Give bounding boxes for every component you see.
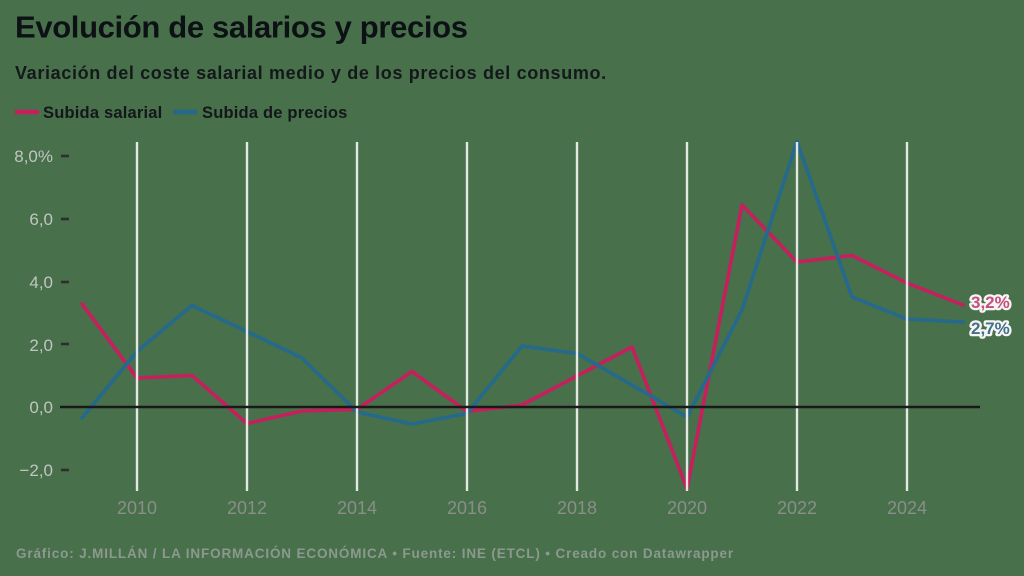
svg-text:0,0: 0,0	[29, 398, 53, 417]
svg-text:2020: 2020	[667, 498, 707, 518]
svg-text:−2,0: −2,0	[19, 461, 53, 480]
svg-text:2,0: 2,0	[29, 336, 53, 355]
svg-text:2012: 2012	[227, 498, 267, 518]
svg-text:2014: 2014	[337, 498, 377, 518]
svg-text:6,0: 6,0	[29, 210, 53, 229]
svg-text:Subida de precios: Subida de precios	[202, 104, 348, 122]
svg-text:2024: 2024	[887, 498, 927, 518]
svg-text:Subida salarial: Subida salarial	[43, 104, 162, 122]
svg-text:2018: 2018	[557, 498, 597, 518]
svg-text:2010: 2010	[117, 498, 157, 518]
svg-text:Evolución de salarios y precio: Evolución de salarios y precios	[15, 10, 468, 45]
svg-text:Gráfico: J.MILLÁN / LA INFORMA: Gráfico: J.MILLÁN / LA INFORMACIÓN ECONÓ…	[16, 546, 734, 561]
svg-text:2016: 2016	[447, 498, 487, 518]
svg-text:3,2%: 3,2%	[971, 293, 1010, 312]
svg-text:4,0: 4,0	[29, 273, 53, 292]
svg-text:2022: 2022	[777, 498, 817, 518]
svg-text:2,7%: 2,7%	[971, 319, 1010, 338]
svg-text:8,0%: 8,0%	[14, 147, 53, 166]
svg-text:Variación del coste salarial m: Variación del coste salarial medio y de …	[15, 63, 607, 83]
